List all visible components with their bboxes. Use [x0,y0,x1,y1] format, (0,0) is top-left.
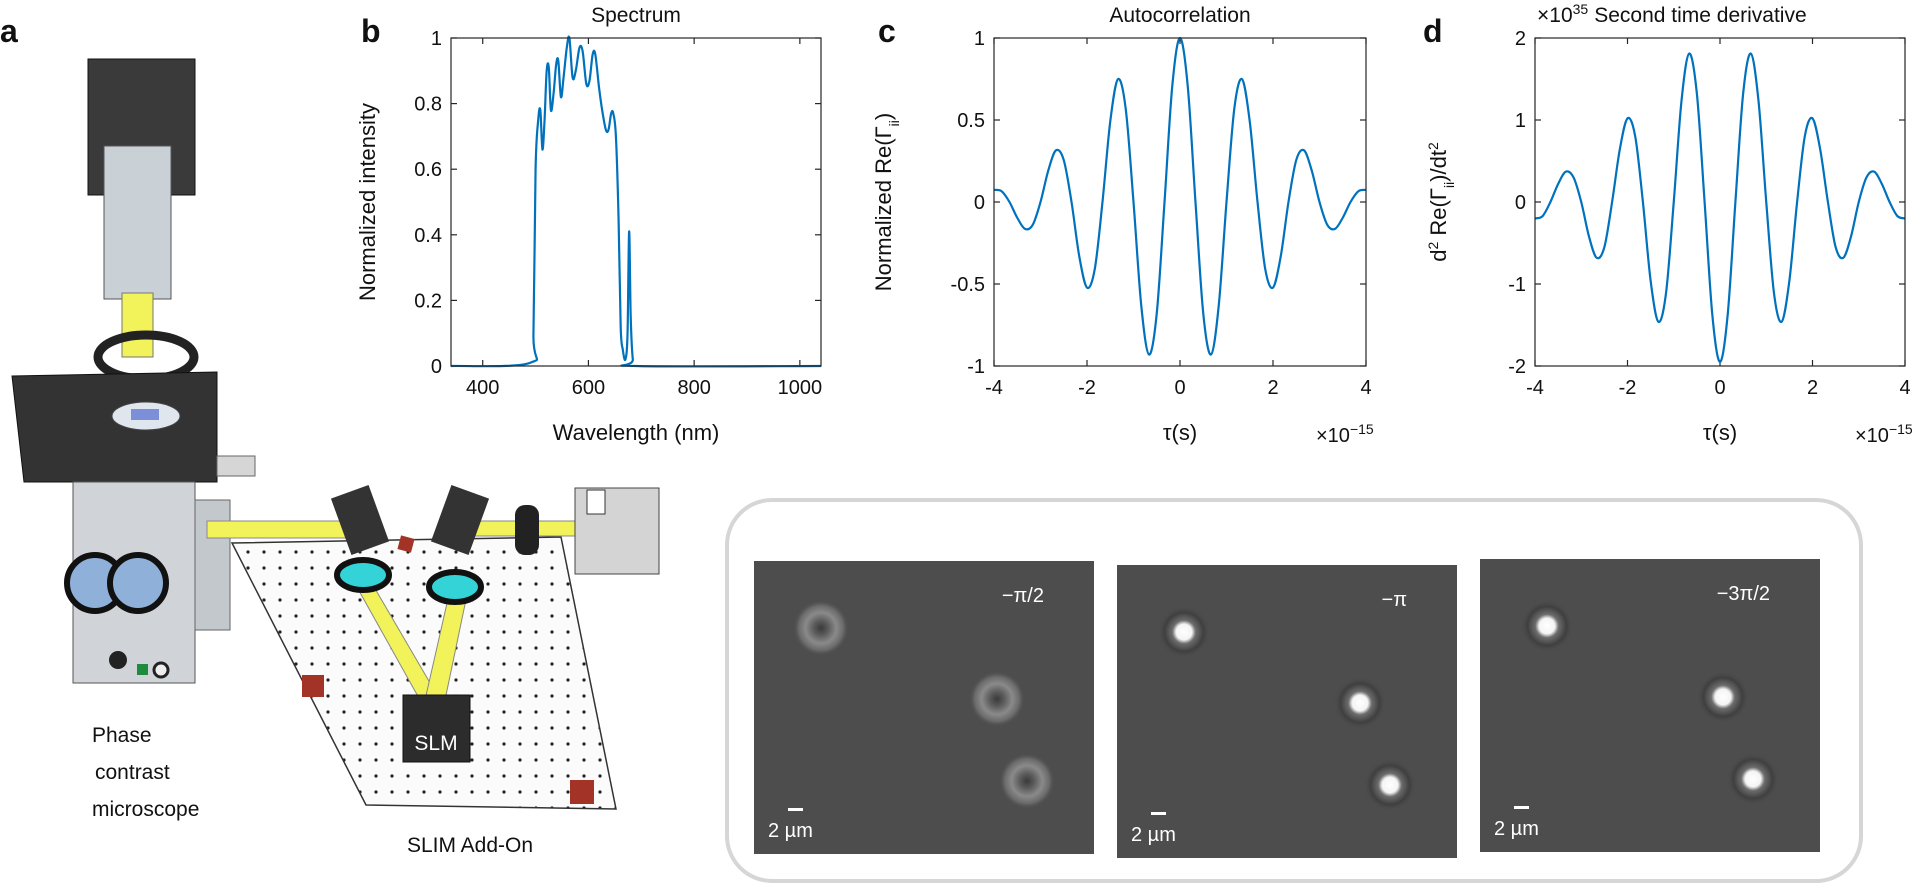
scale-bar-label: 2 µm [768,820,813,842]
y-tick-label: -1 [1508,274,1526,296]
multiplier-base: ×10 [1537,4,1573,27]
y-tick-label: 1 [1515,110,1526,132]
axes-frame [450,37,822,367]
y-axis-label: Normalized Re(Γii) [871,113,902,292]
bead [1697,671,1749,723]
bead [1334,677,1386,729]
data-line [1534,52,1906,363]
x-tick-label: -2 [1619,377,1637,399]
phase-label: −π [1382,589,1407,611]
panel-letter: d [1423,13,1443,49]
y-tick-label: 0.2 [414,290,442,312]
multiplier-exponent: −15 [1889,421,1913,437]
y-tick-label: 0 [431,356,442,378]
multiplier-exponent: 35 [1573,1,1589,17]
x-axis-label: Wavelength (nm) [553,420,720,445]
chart-title-text: Second time derivative [1594,4,1806,27]
y-axis-label-part: d [1426,250,1451,262]
bead [1364,759,1416,811]
y-axis-label-part: Re(Γ [1426,188,1451,242]
phase-label: −π/2 [1002,585,1044,607]
bead [1727,753,1779,805]
micrograph: −π/2 2 µm [754,561,1094,854]
bead [1158,606,1210,658]
y-axis-label-part: ii [1441,182,1457,188]
panel-letter: a [0,13,18,49]
scale-bar-label: 2 µm [1131,824,1176,846]
microscope-illustration [11,58,660,810]
micrograph: −π 2 µm [1117,565,1457,858]
scale-bar [1151,812,1166,815]
scale-bar [1514,806,1529,809]
x-tick-label: 400 [466,377,499,399]
addon-label: SLIM Add-On [407,834,533,857]
bead [793,600,849,656]
y-tick-label: 0.4 [414,225,442,247]
multiplier-base: ×10 [1316,425,1350,447]
microscope-label: Phase [92,724,152,747]
y-tick-label: 0.6 [414,159,442,181]
y-tick-label: -2 [1508,356,1526,378]
y-tick-label: -1 [967,356,985,378]
x-tick-label: 0 [1174,377,1185,399]
microscope-label: contrast [95,761,170,784]
x-tick-label: 2 [1807,377,1818,399]
x-tick-label: 4 [1899,377,1910,399]
x-multiplier: ×10−15 [1316,421,1374,447]
x-multiplier: ×10−15 [1855,421,1913,447]
x-tick-label: 800 [677,377,710,399]
x-axis-label: τ(s) [1703,420,1737,445]
axes-frame [1534,37,1906,367]
panel-letter: c [878,13,896,49]
x-tick-label: 1000 [778,377,823,399]
bead [1521,600,1573,652]
micrograph: −3π/2 2 µm [1480,559,1820,852]
y-tick-label: 0 [974,192,985,214]
y-tick-label: 0.8 [414,94,442,116]
y-axis-label-part: 2 [1425,242,1441,250]
y-axis-label-part: )/dt [1426,150,1451,182]
chart-title: Autocorrelation [1109,4,1250,27]
y-tick-label: 0.5 [957,110,985,132]
slm-label: SLM [414,732,457,755]
y-tick-label: 1 [974,28,985,50]
x-tick-label: 0 [1714,377,1725,399]
scale-bar [788,808,803,811]
y-tick-label: 2 [1515,28,1526,50]
multiplier-base: ×10 [1855,425,1889,447]
panel-letter: b [361,13,381,49]
x-tick-label: 2 [1267,377,1278,399]
y-axis-label: d2 Re(Γii)/dt2 [1425,142,1457,262]
y-axis-label-part: Normalized Re(Γ [871,126,896,291]
y-tick-label: -0.5 [951,274,985,296]
x-tick-label: 600 [572,377,605,399]
x-tick-label: -4 [1526,377,1544,399]
y-axis-label-part: 2 [1425,142,1441,150]
y-axis-label-part: Normalized intensity [355,103,380,301]
axes-frame [993,37,1367,367]
chart-title: ×1035 Second time derivative [1537,1,1807,27]
x-axis-label: τ(s) [1163,420,1197,445]
chart-title: Spectrum [591,4,681,27]
x-tick-label: 4 [1360,377,1371,399]
x-tick-label: -4 [985,377,1003,399]
y-axis-label: Normalized intensity [355,103,380,301]
y-axis-label-part: ii [886,120,902,126]
bead [969,671,1025,727]
phase-label: −3π/2 [1717,583,1770,605]
y-axis-label-part: ) [871,113,896,120]
y-tick-label: 1 [431,28,442,50]
x-tick-label: -2 [1078,377,1096,399]
bead [999,753,1055,809]
y-tick-label: 0 [1515,192,1526,214]
microscope-label: microscope [92,798,199,821]
scale-bar-label: 2 µm [1494,818,1539,840]
data-line [450,35,822,368]
multiplier-exponent: −15 [1350,421,1374,437]
